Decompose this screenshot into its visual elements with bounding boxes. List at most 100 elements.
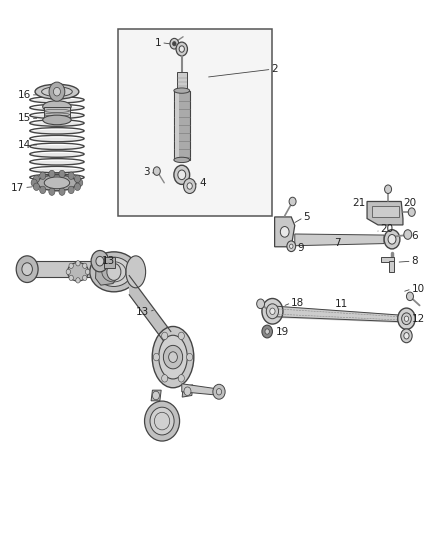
Circle shape — [184, 387, 191, 395]
Circle shape — [69, 263, 73, 269]
Text: 6: 6 — [412, 231, 418, 240]
Circle shape — [49, 170, 55, 177]
Text: 18: 18 — [291, 298, 304, 308]
Circle shape — [74, 183, 81, 190]
Circle shape — [59, 188, 65, 196]
Circle shape — [262, 298, 283, 324]
Circle shape — [290, 244, 293, 248]
Circle shape — [176, 42, 187, 56]
Circle shape — [33, 175, 39, 183]
Circle shape — [388, 235, 396, 244]
Text: 20: 20 — [380, 224, 393, 234]
Circle shape — [49, 82, 65, 101]
Bar — [174, 91, 190, 160]
Circle shape — [153, 167, 160, 175]
Circle shape — [96, 256, 104, 266]
Circle shape — [213, 384, 225, 399]
Text: 13: 13 — [136, 307, 149, 317]
Text: 1: 1 — [155, 38, 161, 47]
Text: 4: 4 — [199, 179, 206, 188]
Text: 16: 16 — [18, 90, 31, 100]
Polygon shape — [151, 390, 161, 401]
Ellipse shape — [90, 252, 138, 292]
Ellipse shape — [31, 145, 83, 149]
Bar — [177, 72, 187, 91]
Circle shape — [83, 263, 87, 269]
Ellipse shape — [126, 256, 145, 288]
Circle shape — [69, 275, 73, 280]
Ellipse shape — [31, 107, 83, 110]
Ellipse shape — [67, 263, 88, 281]
Ellipse shape — [43, 101, 71, 112]
Circle shape — [384, 230, 400, 249]
Circle shape — [179, 46, 184, 52]
Ellipse shape — [150, 407, 174, 435]
Ellipse shape — [159, 335, 187, 379]
Text: 7: 7 — [334, 238, 341, 247]
Text: 17: 17 — [11, 183, 24, 192]
Polygon shape — [367, 201, 403, 225]
Text: 3: 3 — [143, 167, 150, 177]
Circle shape — [187, 183, 192, 189]
Text: 20: 20 — [403, 198, 416, 207]
Ellipse shape — [31, 153, 83, 157]
Text: 13: 13 — [102, 256, 115, 266]
Circle shape — [66, 269, 71, 274]
Ellipse shape — [35, 84, 79, 99]
Bar — [372, 206, 399, 217]
Text: 11: 11 — [335, 299, 348, 309]
Circle shape — [406, 292, 413, 301]
Circle shape — [76, 278, 80, 283]
Circle shape — [401, 329, 412, 343]
Circle shape — [216, 389, 222, 395]
Text: 5: 5 — [304, 213, 310, 222]
Circle shape — [162, 332, 168, 340]
Ellipse shape — [37, 175, 77, 191]
Circle shape — [162, 375, 168, 382]
Text: 2: 2 — [272, 64, 278, 74]
Ellipse shape — [44, 177, 70, 189]
Circle shape — [49, 188, 55, 196]
Bar — [389, 261, 394, 272]
Circle shape — [68, 172, 74, 180]
Circle shape — [404, 316, 409, 321]
Polygon shape — [182, 384, 221, 395]
Ellipse shape — [42, 87, 72, 96]
Ellipse shape — [21, 261, 32, 277]
Polygon shape — [275, 217, 295, 247]
Circle shape — [287, 241, 296, 252]
Ellipse shape — [31, 99, 83, 102]
Circle shape — [289, 197, 296, 206]
Circle shape — [153, 353, 159, 361]
Circle shape — [85, 269, 90, 274]
Circle shape — [404, 333, 409, 339]
Circle shape — [280, 227, 289, 237]
Text: 19: 19 — [276, 327, 289, 336]
Circle shape — [385, 185, 392, 193]
Circle shape — [68, 186, 74, 193]
Circle shape — [40, 172, 46, 180]
Circle shape — [77, 179, 83, 187]
Circle shape — [257, 299, 265, 309]
Circle shape — [178, 375, 184, 382]
Text: 15: 15 — [18, 114, 31, 123]
Circle shape — [262, 325, 272, 338]
Bar — [381, 257, 394, 262]
Ellipse shape — [31, 160, 83, 165]
Circle shape — [266, 304, 279, 319]
Circle shape — [76, 261, 80, 266]
Bar — [118, 29, 272, 216]
Circle shape — [408, 208, 415, 216]
Circle shape — [178, 332, 184, 340]
Ellipse shape — [31, 130, 83, 134]
Circle shape — [74, 175, 81, 183]
Circle shape — [187, 353, 193, 361]
Ellipse shape — [31, 114, 83, 118]
Bar — [104, 257, 115, 268]
Ellipse shape — [31, 168, 83, 172]
Circle shape — [91, 251, 109, 272]
Circle shape — [59, 170, 65, 177]
Ellipse shape — [31, 122, 83, 126]
Circle shape — [107, 263, 121, 280]
Circle shape — [402, 313, 411, 325]
